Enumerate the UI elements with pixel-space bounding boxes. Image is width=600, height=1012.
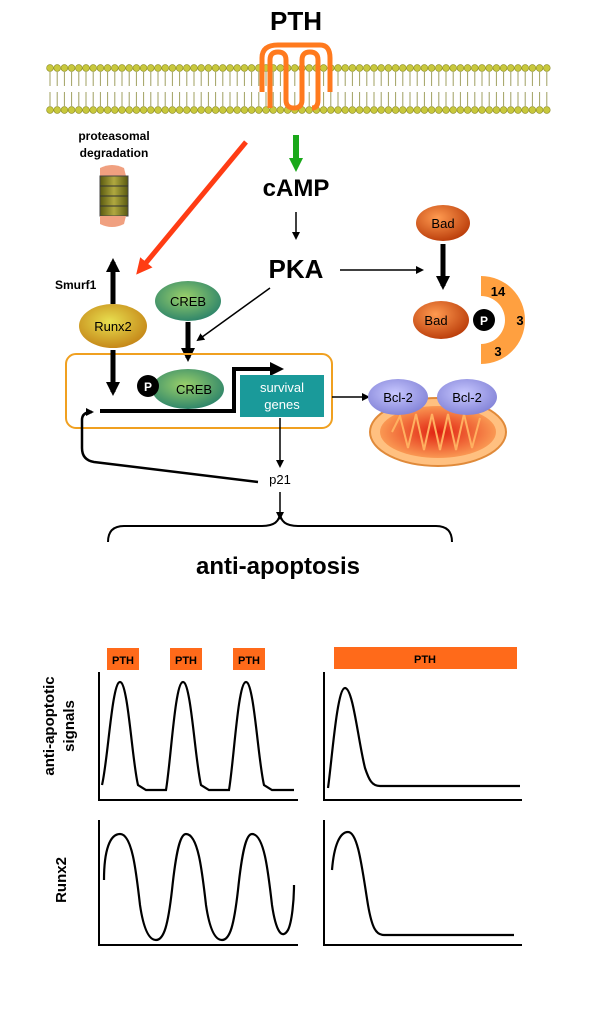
dna-line xyxy=(100,362,284,413)
degradation-label: degradation xyxy=(80,146,149,160)
pth-pulse-label-3: PTH xyxy=(238,655,260,667)
creb-label: CREB xyxy=(170,294,206,309)
three-label-b: 3 xyxy=(494,344,501,359)
pth-pulse-label-1: PTH xyxy=(112,655,134,667)
ylabel-top-2: signals xyxy=(61,700,78,752)
axes-top-right xyxy=(323,672,522,801)
runx2-label: Runx2 xyxy=(94,319,132,334)
nucleus-box xyxy=(65,353,333,429)
curve-continuous-runx2 xyxy=(330,830,514,937)
bcl2-protein-b: Bcl-2 xyxy=(437,379,497,415)
axes-bottom-right xyxy=(323,820,522,946)
creb-protein: CREB xyxy=(155,281,221,321)
fourteen-label: 14 xyxy=(491,284,506,299)
survival-genes-box: survival genes xyxy=(240,375,324,417)
pka-to-creb-arrow xyxy=(196,287,271,342)
three-label-a: 3 xyxy=(516,313,523,328)
pth-pulse-1: PTH xyxy=(107,648,139,670)
phospho-label-bad: P xyxy=(480,314,488,328)
proteasomal-label: proteasomal xyxy=(78,129,149,143)
curve-continuous-signals xyxy=(326,686,520,789)
bcl2-protein-a: Bcl-2 xyxy=(368,379,428,415)
anti-apoptosis-label: anti-apoptosis xyxy=(196,553,360,580)
bad-protein: Bad xyxy=(416,205,470,241)
axes-bottom-left xyxy=(98,820,298,946)
phospho-label-creb: P xyxy=(144,380,152,394)
p21-feedback-arrow xyxy=(80,408,259,484)
creb-nuclear-protein: CREB P xyxy=(137,369,224,409)
bad-phospho-protein: Bad P xyxy=(413,301,495,339)
mitochondrion xyxy=(369,397,507,467)
camp-label: cAMP xyxy=(263,175,330,202)
pth-continuous-label: PTH xyxy=(414,654,436,666)
axes-top-left xyxy=(98,672,298,801)
ylabel-bottom: Runx2 xyxy=(53,857,70,903)
smurf1-label: Smurf1 xyxy=(55,278,97,292)
fourteen-3-3-protein: 14 3 3 xyxy=(481,276,525,364)
pka-label: PKA xyxy=(269,254,324,284)
pth-pulse-3: PTH xyxy=(233,648,265,670)
p21-label: p21 xyxy=(269,472,291,487)
pth-label-top: PTH xyxy=(270,6,322,36)
genes-label: genes xyxy=(264,397,300,412)
bad-label: Bad xyxy=(431,216,454,231)
proteasome-icon xyxy=(99,165,129,227)
curve-pulsatile-signals xyxy=(100,680,294,792)
survival-label: survival xyxy=(260,380,304,395)
ylabel-top-1: anti-apoptotic xyxy=(41,676,58,775)
runx2-protein: Runx2 xyxy=(79,304,147,348)
bad-p-label: Bad xyxy=(424,313,447,328)
pth-pulse-2: PTH xyxy=(170,648,202,670)
pth-continuous: PTH xyxy=(334,647,517,669)
pth-pulse-label-2: PTH xyxy=(175,655,197,667)
creb-nuc-label: CREB xyxy=(176,382,212,397)
bcl2-label-b: Bcl-2 xyxy=(452,390,482,405)
red-arrow xyxy=(136,140,248,275)
cell-membrane xyxy=(46,64,551,114)
curve-pulsatile-runx2 xyxy=(102,832,296,942)
brace xyxy=(107,511,453,543)
bcl2-label-a: Bcl-2 xyxy=(383,390,413,405)
pth-receptor xyxy=(259,42,333,111)
